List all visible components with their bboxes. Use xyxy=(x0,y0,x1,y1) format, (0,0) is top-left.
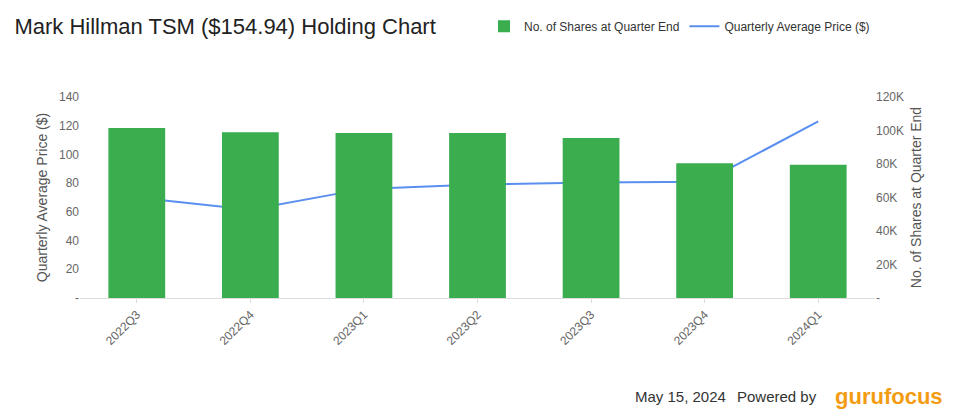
svg-text:May 15, 2024: May 15, 2024 xyxy=(635,388,726,405)
svg-text:-: - xyxy=(75,291,79,305)
svg-text:No. of Shares at Quarter End: No. of Shares at Quarter End xyxy=(908,107,924,288)
svg-text:100: 100 xyxy=(59,148,79,162)
svg-text:-: - xyxy=(876,291,880,305)
svg-text:2023Q3: 2023Q3 xyxy=(557,308,597,348)
svg-text:Quarterly Average Price ($): Quarterly Average Price ($) xyxy=(34,113,50,282)
svg-text:40K: 40K xyxy=(876,224,897,238)
svg-text:120: 120 xyxy=(59,119,79,133)
svg-text:Mark Hillman TSM ($154.94) Hol: Mark Hillman TSM ($154.94) Holding Chart xyxy=(14,14,435,39)
svg-text:2023Q2: 2023Q2 xyxy=(444,308,484,348)
svg-text:140: 140 xyxy=(59,90,79,104)
svg-text:Powered by: Powered by xyxy=(737,388,817,405)
svg-text:80: 80 xyxy=(66,176,80,190)
svg-text:20: 20 xyxy=(66,262,80,276)
svg-text:Quarterly Average Price ($): Quarterly Average Price ($) xyxy=(724,20,869,34)
svg-text:40: 40 xyxy=(66,234,80,248)
svg-text:2022Q3: 2022Q3 xyxy=(103,308,143,348)
svg-text:60: 60 xyxy=(66,205,80,219)
svg-text:2024Q1: 2024Q1 xyxy=(784,308,824,348)
svg-text:60K: 60K xyxy=(876,191,897,205)
svg-text:gurufocus: gurufocus xyxy=(835,384,943,409)
svg-text:80K: 80K xyxy=(876,157,897,171)
svg-text:2022Q4: 2022Q4 xyxy=(217,308,257,348)
svg-text:No. of Shares at Quarter End: No. of Shares at Quarter End xyxy=(524,20,679,34)
svg-text:2023Q4: 2023Q4 xyxy=(671,308,711,348)
svg-text:120K: 120K xyxy=(876,90,904,104)
svg-text:2023Q1: 2023Q1 xyxy=(330,308,370,348)
svg-text:100K: 100K xyxy=(876,124,904,138)
svg-text:20K: 20K xyxy=(876,258,897,272)
